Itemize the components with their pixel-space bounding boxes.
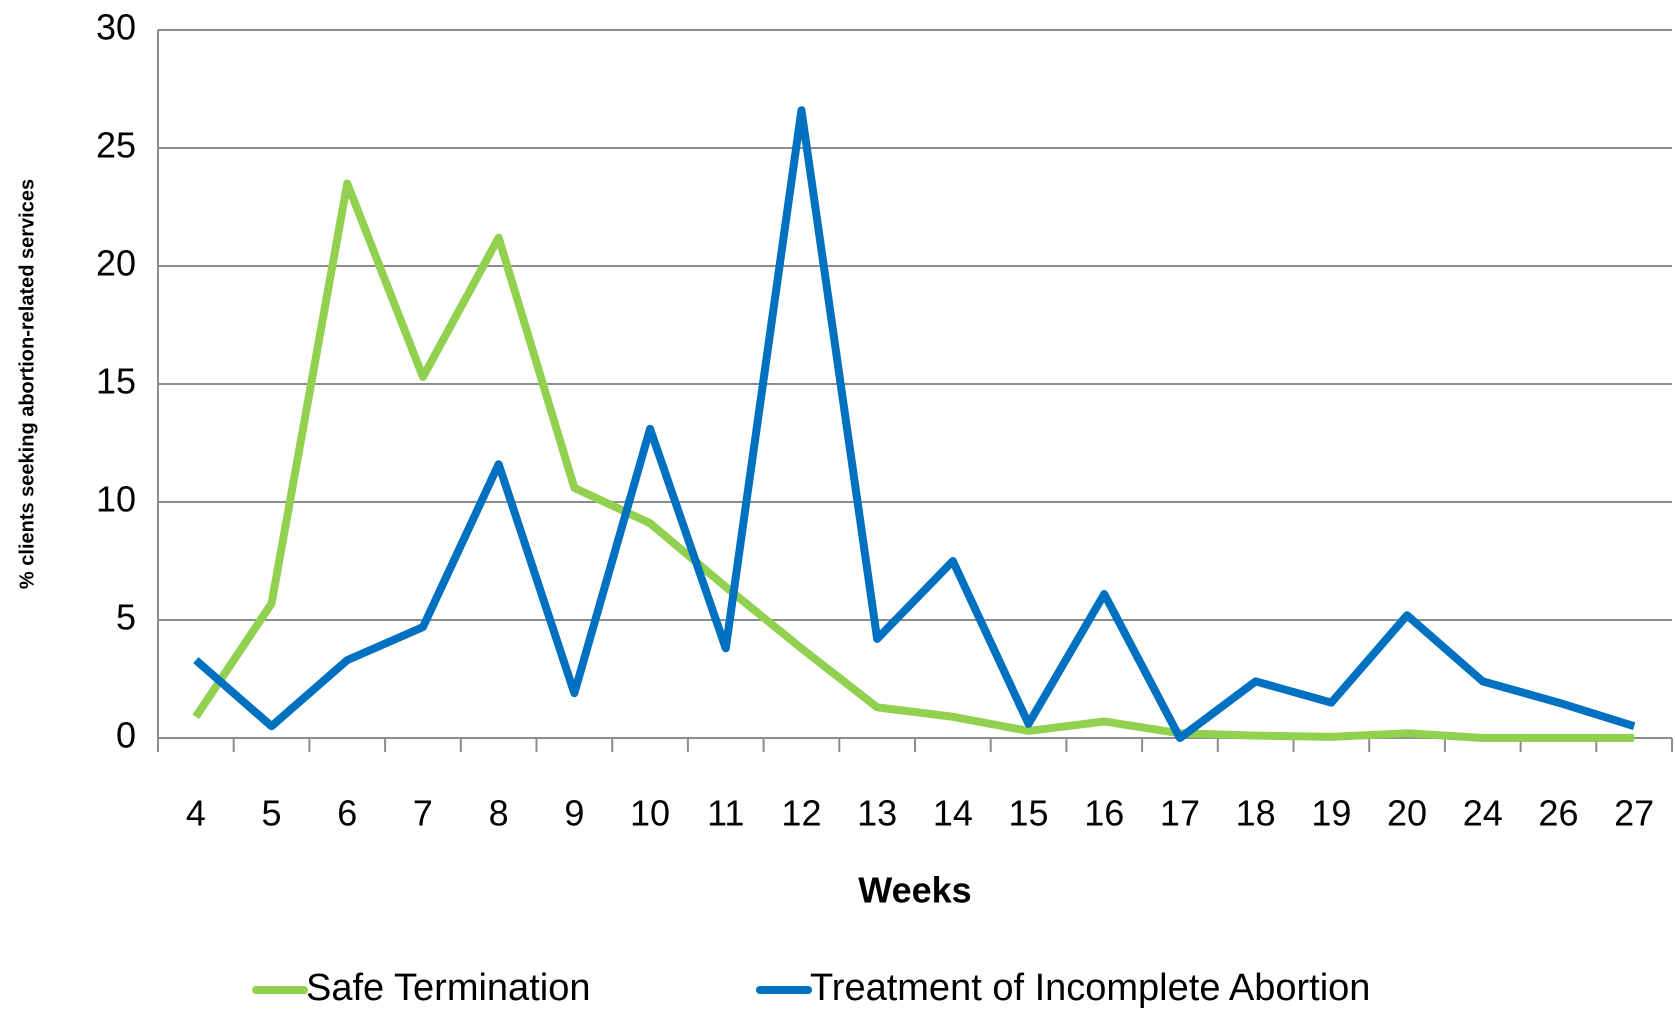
x-tick-label: 24 [1463, 793, 1503, 834]
y-tick-label: 25 [96, 125, 136, 166]
x-tick-label: 15 [1009, 793, 1049, 834]
x-tick-label: 12 [781, 793, 821, 834]
legend-label: Treatment of Incomplete Abortion [810, 967, 1370, 1009]
x-tick-label: 27 [1614, 793, 1654, 834]
series-line [193, 106, 1636, 742]
series-line [192, 179, 1635, 742]
x-tick-label: 11 [707, 793, 744, 834]
y-tick-label: 30 [96, 7, 136, 48]
y-axis-label: % clients seeking abortion-related servi… [16, 179, 38, 589]
x-tick-label: 5 [262, 793, 282, 834]
y-tick-label: 5 [116, 597, 136, 638]
x-tick-label: 8 [489, 793, 509, 834]
y-tick-label: 0 [116, 715, 136, 756]
x-tick-label: 19 [1311, 793, 1351, 834]
x-tick-label: 18 [1236, 793, 1276, 834]
x-tick-label: 10 [630, 793, 670, 834]
x-tick-label: 26 [1538, 793, 1578, 834]
y-tick-label: 20 [96, 243, 136, 284]
x-tick-label: 16 [1084, 793, 1124, 834]
x-tick-label: 13 [857, 793, 897, 834]
x-tick-label: 6 [337, 793, 357, 834]
x-tick-label: 4 [186, 793, 206, 834]
x-tick-label: 17 [1160, 793, 1200, 834]
x-tick-label: 14 [933, 793, 973, 834]
x-axis-label: Weeks [858, 870, 971, 911]
y-tick-label: 10 [96, 479, 136, 520]
legend-label: Safe Termination [306, 967, 590, 1009]
x-tick-label: 7 [413, 793, 433, 834]
x-tick-label: 9 [564, 793, 584, 834]
y-tick-label: 15 [96, 361, 136, 402]
x-tick-label: 20 [1387, 793, 1427, 834]
